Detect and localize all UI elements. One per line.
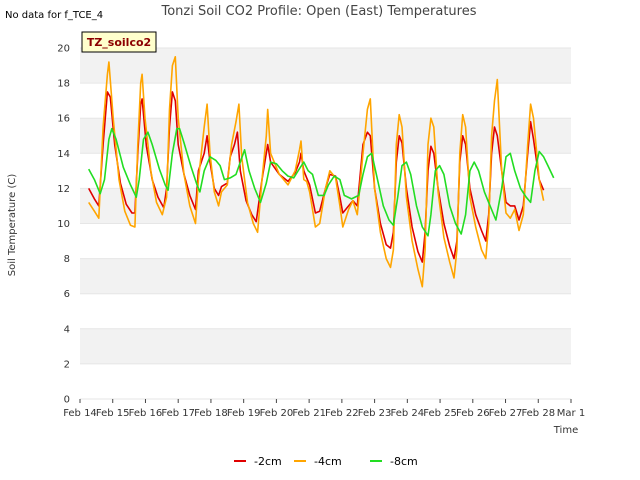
x-tick-label: Feb 18 bbox=[194, 408, 228, 419]
x-tick-label: Mar 1 bbox=[557, 408, 585, 419]
plot-background bbox=[80, 47, 571, 400]
x-tick-label: Feb 15 bbox=[96, 408, 130, 419]
x-tick-label: Feb 19 bbox=[227, 408, 261, 419]
series-tag: TZ_soilco2 bbox=[81, 31, 157, 53]
plot-band bbox=[80, 293, 571, 329]
y-tick-label: 10 bbox=[57, 219, 70, 230]
series-layer bbox=[87, 55, 555, 288]
legend-label: -8cm bbox=[390, 455, 418, 468]
y-axis: 0 2 4 6 8 10 12 14 16 18 20 bbox=[57, 44, 70, 406]
plot-band bbox=[80, 153, 571, 189]
x-tick-label: Feb 28 bbox=[521, 408, 555, 419]
x-tick-label: Feb 23 bbox=[358, 408, 392, 419]
y-tick-label: 8 bbox=[64, 254, 70, 265]
y-tick-label: 0 bbox=[64, 395, 70, 406]
x-tick-label: Feb 21 bbox=[292, 408, 326, 419]
x-tick-label: Feb 17 bbox=[161, 408, 195, 419]
series-tag-box bbox=[81, 31, 157, 53]
y-tick-label: 20 bbox=[57, 44, 70, 55]
plot-band bbox=[80, 48, 571, 84]
y-tick-label: 6 bbox=[64, 289, 70, 300]
x-axis-title: Time bbox=[553, 425, 578, 436]
y-tick-label: 18 bbox=[57, 79, 70, 90]
no-data-note: No data for f_TCE_4 bbox=[5, 10, 103, 21]
legend: -2cm -4cm -8cm bbox=[234, 455, 418, 468]
x-axis: Feb 14 Feb 15 Feb 16 Feb 17 Feb 18 Feb 19 Feb … bbox=[63, 399, 585, 419]
y-tick-label: 2 bbox=[64, 359, 70, 370]
y-axis-title: Soil Temperature (C) bbox=[7, 174, 18, 277]
x-tick-label: Feb 22 bbox=[325, 408, 359, 419]
plot-band bbox=[80, 328, 571, 364]
legend-label: -2cm bbox=[254, 455, 282, 468]
plot-band bbox=[80, 258, 571, 294]
y-tick-label: 14 bbox=[57, 149, 70, 160]
series-line bbox=[87, 127, 555, 237]
y-tick-label: 16 bbox=[57, 114, 70, 125]
x-tick-label: Feb 20 bbox=[260, 408, 294, 419]
y-tick-label: 4 bbox=[64, 324, 70, 335]
x-tick-label: Feb 24 bbox=[391, 408, 425, 419]
chart-title: Tonzi Soil CO2 Profile: Open (East) Temp… bbox=[160, 4, 476, 19]
x-tick-label: Feb 27 bbox=[489, 408, 523, 419]
plot-band bbox=[80, 363, 571, 399]
series-line bbox=[88, 55, 545, 288]
x-tick-label: Feb 26 bbox=[456, 408, 490, 419]
plot-band bbox=[80, 118, 571, 154]
plot-band bbox=[80, 83, 571, 119]
legend-label: -4cm bbox=[314, 455, 342, 468]
x-tick-label: Feb 16 bbox=[129, 408, 163, 419]
series-tag-label: TZ_soilco2 bbox=[87, 36, 151, 49]
x-tick-label: Feb 25 bbox=[423, 408, 457, 419]
plot-band bbox=[80, 223, 571, 259]
x-tick-label: Feb 14 bbox=[63, 408, 97, 419]
y-tick-label: 12 bbox=[57, 184, 70, 195]
